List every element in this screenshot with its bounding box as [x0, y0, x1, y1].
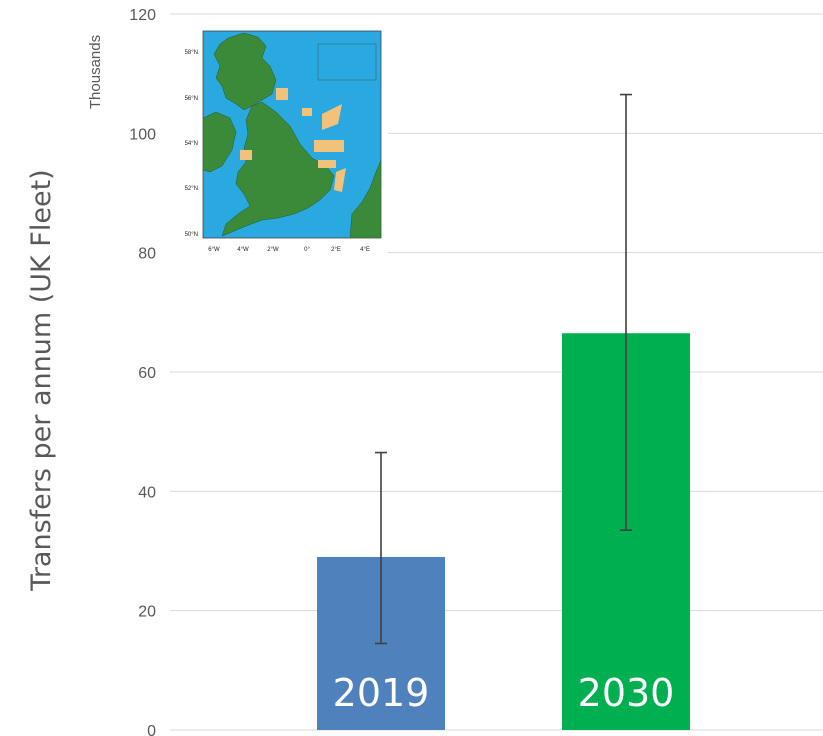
map-latitude-ticks: 58°N 56°N 54°N 52°N 50°N — [185, 50, 198, 238]
map-zone — [276, 88, 288, 100]
map-zone — [240, 150, 252, 160]
map-lat-tick: 58°N — [185, 50, 198, 56]
map-land-ireland — [203, 111, 237, 173]
y-tick-label: 40 — [138, 484, 156, 501]
map-lat-tick: 52°N — [185, 186, 198, 192]
error-bars — [375, 93, 632, 645]
map-zone — [334, 168, 346, 192]
map-zone — [322, 104, 342, 130]
map-legend — [317, 43, 377, 81]
map-lon-tick: 0° — [304, 247, 310, 253]
map-longitude-ticks: 6°W 4°W 2°W 0° 2°E 4°E — [208, 247, 370, 253]
map-lon-tick: 2°E — [331, 247, 341, 253]
y-tick-label: 100 — [129, 126, 156, 143]
y-tick-label: 80 — [138, 246, 156, 263]
y-axis-ticks: 0 20 40 60 80 100 120 — [129, 7, 156, 736]
bar-labels: 2019 2030 — [333, 671, 675, 715]
map-land-continent — [349, 159, 381, 238]
map-lon-tick: 4°E — [360, 247, 370, 253]
map-zone — [318, 160, 336, 168]
y-tick-label: 60 — [138, 365, 156, 382]
map-zone — [302, 108, 312, 116]
map-lat-tick: 54°N — [185, 141, 198, 147]
y-tick-label: 0 — [147, 723, 156, 736]
map-land-england — [221, 101, 335, 237]
y-tick-label: 20 — [138, 604, 156, 621]
category-label-2019: 2019 — [333, 671, 430, 715]
category-label-2030: 2030 — [578, 671, 675, 715]
map-zone — [314, 140, 344, 152]
y-tick-label: 120 — [129, 7, 156, 24]
error-bar-2019 — [375, 451, 387, 645]
uk-map-inset: 58°N 56°N 54°N 52°N 50°N 6°W 4°W 2°W 0° 2°E 4°E — [170, 18, 388, 266]
map-lon-tick: 6°W — [208, 247, 220, 253]
map-lon-tick: 2°W — [267, 247, 279, 253]
map-lat-tick: 56°N — [185, 96, 198, 102]
y-axis-label: Transfers per annum (UK Fleet) — [26, 169, 57, 591]
error-bar-2030 — [620, 93, 632, 531]
map-lat-tick: 50°N — [185, 232, 198, 238]
y-axis-units-label: Thousands — [87, 35, 104, 109]
map-lon-tick: 4°W — [237, 247, 249, 253]
